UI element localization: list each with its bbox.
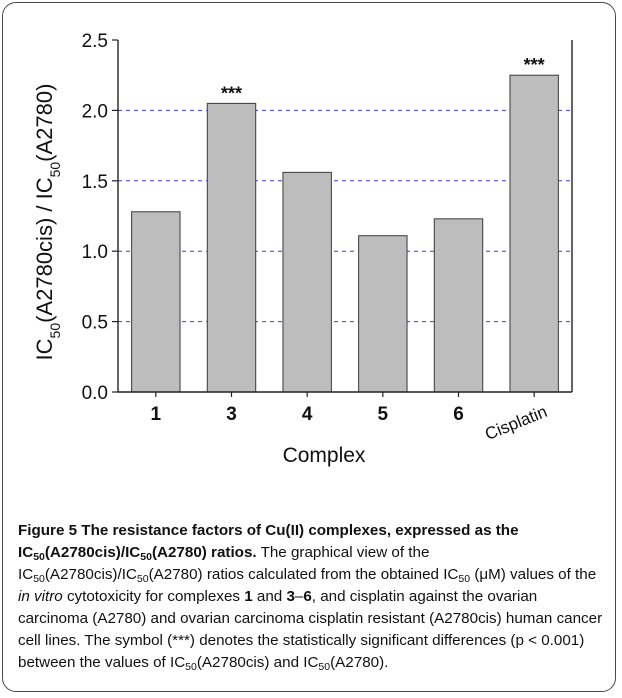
caption-text: The graphical view of the IC xyxy=(18,544,430,583)
y-tick-label: 0.0 xyxy=(82,383,108,404)
caption-sub: 50 xyxy=(33,573,45,585)
x-axis-label: Complex xyxy=(283,444,366,467)
bar xyxy=(433,218,484,393)
x-tick-label: Cisplatin xyxy=(482,402,550,444)
bars xyxy=(131,74,559,393)
grid-lines xyxy=(118,109,572,323)
caption-title: Figure 5 The resistance factors of Cu(II… xyxy=(18,522,519,563)
y-tick-label: 1.0 xyxy=(82,242,108,263)
bar xyxy=(282,171,332,393)
y-axis-label: IC50(A2780cis) / IC50(A2780) xyxy=(32,84,63,361)
caption-text: cytotoxicity for complexes xyxy=(62,588,245,605)
x-tick-label: 4 xyxy=(302,404,313,425)
caption-bold: 3 xyxy=(286,588,295,605)
caption-text: – xyxy=(294,588,304,605)
y-tick-label: 2.0 xyxy=(82,101,108,122)
bar xyxy=(358,235,408,393)
caption-text: (A2780) ratios calculated from the obtai… xyxy=(148,566,459,583)
significance-marker: *** xyxy=(221,83,242,103)
caption-italic: in vitro xyxy=(18,588,63,605)
y-tick-label: 2.5 xyxy=(82,31,108,52)
caption-text: , and cisplatin against the ovarian carc… xyxy=(18,588,603,671)
caption-text: (A2780cis) and IC xyxy=(196,654,319,671)
caption-sub: 50 xyxy=(318,661,331,673)
x-tick-label: 3 xyxy=(226,404,237,425)
caption-bold: 1 xyxy=(244,588,253,605)
x-tick-label: 6 xyxy=(453,404,464,425)
bar xyxy=(131,211,181,393)
bar-chart: 0.0 0.5 1.0 1.5 2.0 2.5 1 *** 3 4 5 6 *** Cisplatin I… xyxy=(32,31,573,467)
axes xyxy=(112,39,573,397)
x-tick-label: 5 xyxy=(378,404,389,425)
bar xyxy=(206,102,257,393)
caption-sub: 50 xyxy=(185,661,197,673)
caption-sub: 50 xyxy=(136,573,149,585)
y-tick-label: 0.5 xyxy=(82,313,108,334)
bar xyxy=(509,74,559,393)
caption-text: (A2780cis)/IC xyxy=(44,566,137,583)
caption-sub: 50 xyxy=(458,573,471,585)
x-tick-label: 1 xyxy=(151,404,162,425)
y-tick-label: 1.5 xyxy=(82,172,108,193)
caption-text: (A2780). xyxy=(330,654,389,671)
figure-caption: Figure 5 The resistance factors of Cu(II… xyxy=(18,520,610,674)
caption-text: (μM) values of the xyxy=(470,566,597,583)
significance-marker: *** xyxy=(524,55,545,75)
caption-text: and xyxy=(252,588,287,605)
caption-bold: 6 xyxy=(303,588,312,605)
